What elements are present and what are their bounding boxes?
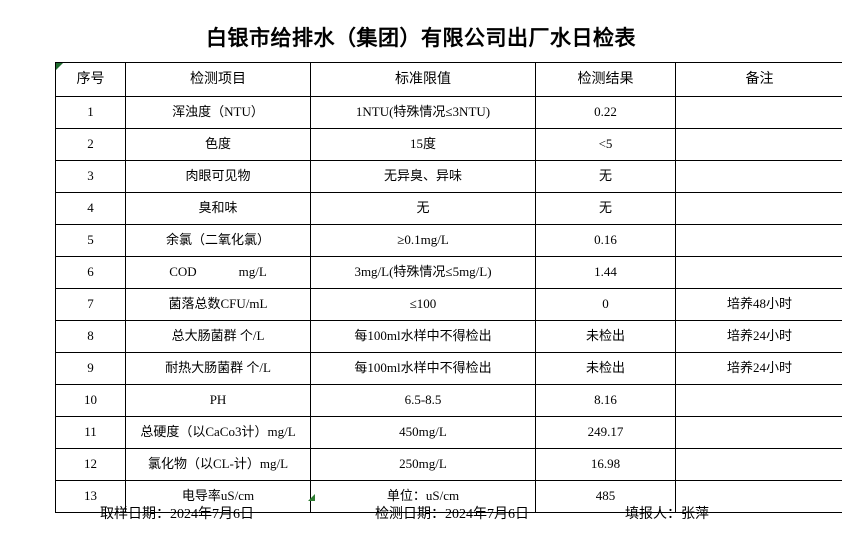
cell-result: 0.16 — [535, 224, 676, 257]
cell-item-unit: mg/L — [238, 264, 267, 280]
cell-result: 485 — [535, 480, 676, 513]
cell-index: 4 — [55, 192, 126, 225]
table-row: 12 氯化物（以CL-计）mg/L 250mg/L 16.98 — [55, 448, 842, 481]
cell-limit: ≤100 — [310, 288, 536, 321]
cell-comment-marker-icon — [56, 63, 63, 70]
cell-result: 未检出 — [535, 320, 676, 353]
cell-index: 9 — [55, 352, 126, 385]
cell-index: 2 — [55, 128, 126, 161]
cell-index: 8 — [55, 320, 126, 353]
cell-index: 6 — [55, 256, 126, 289]
cell-index: 5 — [55, 224, 126, 257]
cell-remark — [675, 384, 842, 417]
table-body: 序号 检测项目 标准限值 检测结果 备注 1 浑浊度（NTU） 1NTU(特殊情… — [55, 62, 842, 513]
table-row: 6 COD mg/L 3mg/L(特殊情况≤5mg/L) 1.44 — [55, 256, 842, 289]
cell-item-name: COD — [169, 264, 197, 280]
cell-remark — [675, 128, 842, 161]
cell-index: 10 — [55, 384, 126, 417]
table-row: 9 耐热大肠菌群 个/L 每100ml水样中不得检出 未检出 培养24小时 — [55, 352, 842, 385]
cell-limit: 6.5-8.5 — [310, 384, 536, 417]
cell-result: 0.22 — [535, 96, 676, 129]
cell-comment-marker-bottom-icon — [308, 494, 315, 501]
table-row: 7 菌落总数CFU/mL ≤100 0 培养48小时 — [55, 288, 842, 321]
cell-index: 11 — [55, 416, 126, 449]
cell-item: PH — [125, 384, 311, 417]
cell-item: 总大肠菌群 个/L — [125, 320, 311, 353]
cell-limit: 每100ml水样中不得检出 — [310, 352, 536, 385]
cell-remark: 培养24小时 — [675, 320, 842, 353]
table-row: 4 臭和味 无 无 — [55, 192, 842, 225]
table-row: 3 肉眼可见物 无异臭、异味 无 — [55, 160, 842, 193]
cell-result: 16.98 — [535, 448, 676, 481]
cell-remark — [675, 416, 842, 449]
cell-remark — [675, 160, 842, 193]
cell-limit: ≥0.1mg/L — [310, 224, 536, 257]
footer-sample-date: 取样日期：2024年7月6日 — [100, 507, 254, 522]
column-header-item: 检测项目 — [125, 62, 311, 97]
cell-result: 249.17 — [535, 416, 676, 449]
table-row: 8 总大肠菌群 个/L 每100ml水样中不得检出 未检出 培养24小时 — [55, 320, 842, 353]
cell-result: 1.44 — [535, 256, 676, 289]
cell-result: 8.16 — [535, 384, 676, 417]
cell-item: 臭和味 — [125, 192, 311, 225]
cell-remark: 培养48小时 — [675, 288, 842, 321]
cell-item: 色度 — [125, 128, 311, 161]
cell-item: 菌落总数CFU/mL — [125, 288, 311, 321]
report-footer: 取样日期：2024年7月6日 检测日期：2024年7月6日 填报人：张萍 — [55, 503, 842, 529]
cell-remark — [675, 256, 842, 289]
column-header-result: 检测结果 — [535, 62, 676, 97]
footer-author: 填报人：张萍 — [625, 507, 709, 522]
cell-result: <5 — [535, 128, 676, 161]
cell-limit: 1NTU(特殊情况≤3NTU) — [310, 96, 536, 129]
cell-index: 12 — [55, 448, 126, 481]
cell-item: 电导率uS/cm — [125, 480, 311, 513]
cell-remark — [675, 192, 842, 225]
cell-limit: 每100ml水样中不得检出 — [310, 320, 536, 353]
cell-item: 总硬度（以CaCo3计）mg/L — [125, 416, 311, 449]
cell-item: 耐热大肠菌群 个/L — [125, 352, 311, 385]
cell-limit: 15度 — [310, 128, 536, 161]
cell-index: 13 — [55, 480, 126, 513]
cell-remark — [675, 448, 842, 481]
table-row: 11 总硬度（以CaCo3计）mg/L 450mg/L 249.17 — [55, 416, 842, 449]
page-title: 白银市给排水（集团）有限公司出厂水日检表 — [206, 26, 636, 50]
cell-item: 余氯（二氧化氯） — [125, 224, 311, 257]
column-header-remark: 备注 — [675, 62, 842, 97]
cell-item: COD mg/L — [125, 256, 311, 289]
cell-item: 氯化物（以CL-计）mg/L — [125, 448, 311, 481]
table-row: 1 浑浊度（NTU） 1NTU(特殊情况≤3NTU) 0.22 — [55, 96, 842, 129]
cell-result: 未检出 — [535, 352, 676, 385]
table-row: 10 PH 6.5-8.5 8.16 — [55, 384, 842, 417]
table-row: 2 色度 15度 <5 — [55, 128, 842, 161]
cell-remark — [675, 480, 842, 513]
cell-limit: 250mg/L — [310, 448, 536, 481]
table-header-row: 序号 检测项目 标准限值 检测结果 备注 — [55, 62, 842, 97]
table-row: 13 电导率uS/cm 单位：uS/cm 485 — [55, 480, 842, 513]
water-quality-table: 序号 检测项目 标准限值 检测结果 备注 1 浑浊度（NTU） 1NTU(特殊情… — [55, 62, 842, 513]
cell-remark: 培养24小时 — [675, 352, 842, 385]
cell-remark — [675, 96, 842, 129]
water-quality-table-container: 序号 检测项目 标准限值 检测结果 备注 1 浑浊度（NTU） 1NTU(特殊情… — [55, 62, 842, 513]
cell-limit: 无异臭、异味 — [310, 160, 536, 193]
cell-result: 0 — [535, 288, 676, 321]
column-header-index: 序号 — [55, 62, 126, 97]
cell-index: 1 — [55, 96, 126, 129]
cell-result: 无 — [535, 192, 676, 225]
cell-index: 7 — [55, 288, 126, 321]
cell-index: 3 — [55, 160, 126, 193]
table-row: 5 余氯（二氧化氯） ≥0.1mg/L 0.16 — [55, 224, 842, 257]
column-header-limit: 标准限值 — [310, 62, 536, 97]
cell-limit: 无 — [310, 192, 536, 225]
cell-remark — [675, 224, 842, 257]
cell-limit: 450mg/L — [310, 416, 536, 449]
cell-item: 肉眼可见物 — [125, 160, 311, 193]
cell-limit: 3mg/L(特殊情况≤5mg/L) — [310, 256, 536, 289]
cell-result: 无 — [535, 160, 676, 193]
cell-item: 浑浊度（NTU） — [125, 96, 311, 129]
footer-test-date: 检测日期：2024年7月6日 — [375, 507, 529, 522]
